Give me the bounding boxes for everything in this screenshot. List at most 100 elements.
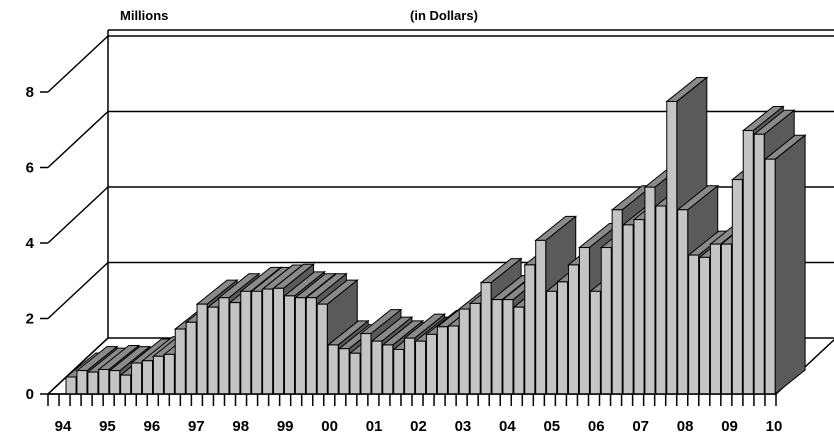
x-tick-label-08: 08	[677, 418, 694, 435]
bar-front-3	[98, 368, 110, 395]
bar-front-13	[207, 306, 219, 395]
bar-front-12	[196, 303, 208, 395]
bar-front-39	[491, 299, 503, 395]
bar-front-0	[65, 376, 77, 395]
bar-front-35	[447, 325, 459, 395]
bar-front-42	[524, 264, 536, 395]
bar-front-58	[699, 256, 711, 395]
y-axis: 0 2 4 6 8	[26, 35, 109, 403]
x-tick-label-96: 96	[144, 418, 161, 435]
y-diagonal-1	[47, 261, 109, 320]
bar-front-20	[283, 295, 296, 395]
bar-front-62	[742, 130, 754, 395]
bar-front-33	[425, 333, 438, 395]
bar-front-8	[152, 355, 164, 395]
bar-front-18	[262, 288, 274, 395]
bar-front-17	[251, 290, 263, 395]
bar-front-59	[709, 243, 722, 395]
bar-front-44	[546, 290, 558, 395]
bar-front-22	[305, 297, 317, 395]
bar-front-55	[666, 100, 678, 395]
bar-front-40	[502, 299, 514, 395]
bar-front-43	[535, 239, 547, 395]
bar-front-11	[185, 321, 197, 395]
bar-front-7	[141, 360, 154, 395]
chart-title: (in Dollars)	[410, 8, 478, 23]
bar-front-27	[360, 333, 372, 395]
bar-front-52	[633, 219, 645, 395]
bar-front-19	[273, 287, 285, 395]
y-diagonal-4	[47, 35, 109, 93]
x-tick-label-07: 07	[632, 418, 649, 435]
bar-front-47	[578, 247, 590, 395]
bar-front-14	[218, 297, 230, 395]
bar-front-50	[611, 209, 623, 395]
bar-front-15	[229, 302, 241, 395]
bar-front-6	[131, 362, 143, 395]
bar-front-45	[557, 281, 569, 395]
x-tick-label-97: 97	[188, 418, 205, 435]
bar-front-31	[404, 337, 416, 395]
y-tick-label-1: 2	[26, 311, 34, 328]
x-tick-label-10: 10	[766, 418, 783, 435]
bar-front-63	[753, 133, 765, 395]
y-tick-label-0: 0	[26, 386, 34, 403]
x-tick-label-98: 98	[232, 418, 249, 435]
bar-front-5	[120, 374, 132, 395]
bar-side-64	[774, 134, 806, 396]
y-diagonal-2	[47, 186, 109, 244]
bar-front-38	[480, 282, 492, 395]
y-diagonal-0	[47, 337, 109, 395]
bar-front-28	[371, 340, 383, 395]
x-tick-label-01: 01	[366, 418, 383, 435]
x-tick-label-04: 04	[499, 418, 516, 435]
bar-front-9	[163, 353, 175, 395]
x-tick-label-02: 02	[410, 418, 427, 435]
bar-front-64	[764, 158, 776, 395]
y-tick-label-4: 8	[26, 84, 34, 101]
bar-front-57	[688, 254, 700, 395]
bar-front-25	[338, 348, 350, 395]
bar-front-24	[327, 344, 339, 395]
bar-front-48	[589, 290, 601, 395]
bar-front-53	[644, 186, 656, 395]
bar-front-56	[677, 209, 689, 395]
bar-series	[64, 76, 807, 396]
x-tick-label-99: 99	[277, 418, 294, 435]
bar-front-36	[458, 308, 470, 395]
bar-front-46	[567, 264, 580, 395]
x-tick-label-05: 05	[543, 418, 560, 435]
bar-front-10	[174, 328, 186, 395]
bar-front-30	[393, 348, 405, 395]
x-tick-label-03: 03	[455, 418, 472, 435]
x-tick-label-09: 09	[721, 418, 738, 435]
y-diagonal-3	[47, 110, 109, 169]
bar-front-41	[513, 306, 525, 395]
y-tick-label-3: 6	[26, 160, 34, 177]
y-tick-label-2: 4	[26, 235, 35, 252]
x-tick-label-00: 00	[321, 418, 338, 435]
bar-front-49	[600, 247, 612, 395]
bar-front-21	[294, 297, 306, 395]
bar-front-32	[415, 340, 427, 395]
bar-64	[763, 134, 807, 396]
bar-front-61	[731, 179, 743, 395]
bar-front-23	[316, 303, 328, 395]
bar-front-37	[469, 302, 481, 395]
bar-front-4	[109, 370, 121, 395]
bar-front-60	[720, 243, 732, 395]
bar-front-51	[622, 224, 634, 395]
bar-front-29	[382, 344, 394, 395]
bar-front-16	[240, 290, 252, 395]
bar-front-1	[76, 370, 88, 395]
bar-front-2	[87, 371, 99, 395]
bar-front-54	[655, 205, 667, 395]
x-tick-label-94: 94	[55, 418, 72, 435]
x-axis: 94 95 96 97 98 99 00 01 02 03 04 05 06 07 08 09 10	[47, 393, 783, 435]
x-tick-label-06: 06	[588, 418, 605, 435]
y-axis-title: Millions	[120, 8, 168, 23]
bar-front-26	[349, 352, 361, 395]
x-tick-label-95: 95	[99, 418, 116, 435]
bar-front-34	[436, 326, 448, 395]
